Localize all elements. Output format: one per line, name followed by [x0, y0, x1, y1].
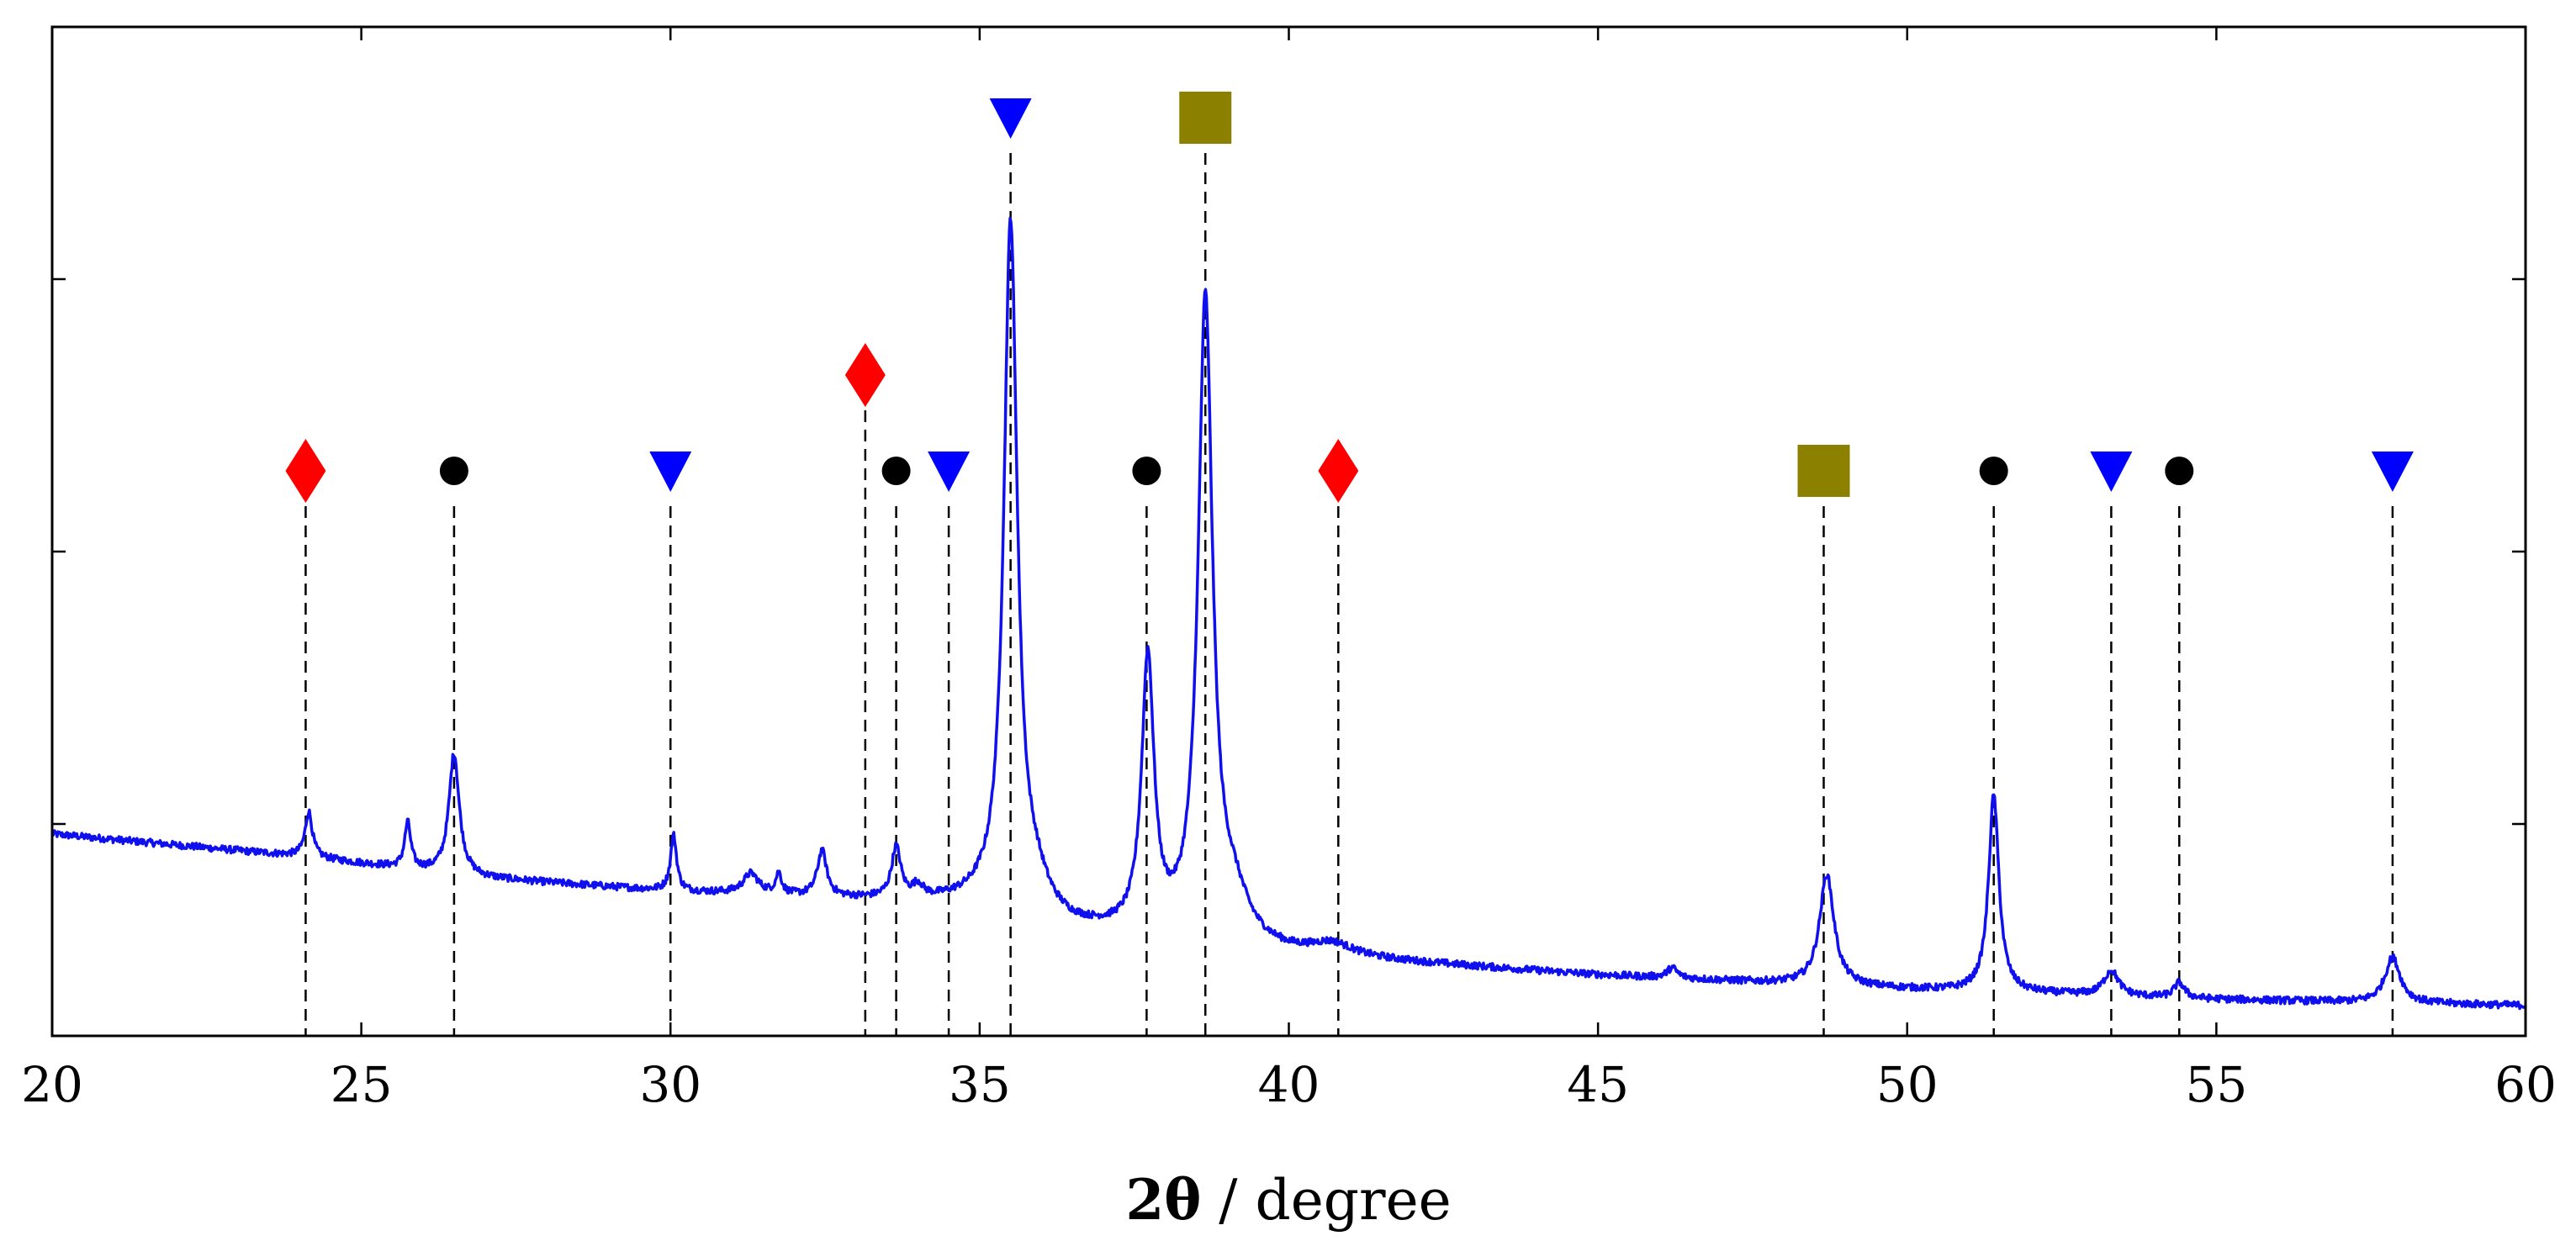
x-axis-label: 2θ / degree [1125, 1167, 1451, 1233]
marker-square [1179, 92, 1232, 144]
marker-triangle [649, 452, 692, 492]
marker-circle [881, 457, 911, 485]
marker-triangle [928, 452, 971, 492]
phase-markers [285, 92, 2414, 503]
marker-circle [1132, 457, 1161, 485]
x-tick-label: 40 [1258, 1056, 1320, 1113]
axis-ticks [50, 27, 2527, 1036]
marker-diamond [844, 343, 886, 407]
marker-circle [1979, 457, 2008, 485]
marker-circle [2165, 457, 2194, 485]
x-axis-label-symbol: 2θ [1125, 1167, 1201, 1233]
x-tick-label: 25 [331, 1056, 393, 1113]
x-axis-label-unit: / degree [1201, 1168, 1451, 1233]
x-tick-labels: 20 25 30 35 40 45 50 55 60 [21, 1056, 2557, 1113]
x-tick-label: 35 [949, 1056, 1011, 1113]
x-tick-label: 20 [21, 1056, 83, 1113]
marker-diamond [1318, 439, 1359, 503]
marker-square [1797, 445, 1850, 497]
marker-diamond [285, 439, 326, 503]
x-tick-label: 60 [2494, 1056, 2557, 1113]
marker-triangle [989, 98, 1032, 139]
x-tick-label: 50 [1876, 1056, 1939, 1113]
x-tick-label: 45 [1567, 1056, 1629, 1113]
marker-triangle [2090, 452, 2133, 492]
marker-guide-lines [304, 153, 2394, 1036]
plot-frame [50, 25, 2527, 1038]
marker-circle [439, 457, 468, 485]
series-line-xrd [50, 216, 2527, 1011]
marker-triangle [2371, 452, 2414, 492]
x-tick-label: 30 [639, 1056, 701, 1113]
x-tick-label: 55 [2185, 1056, 2247, 1113]
